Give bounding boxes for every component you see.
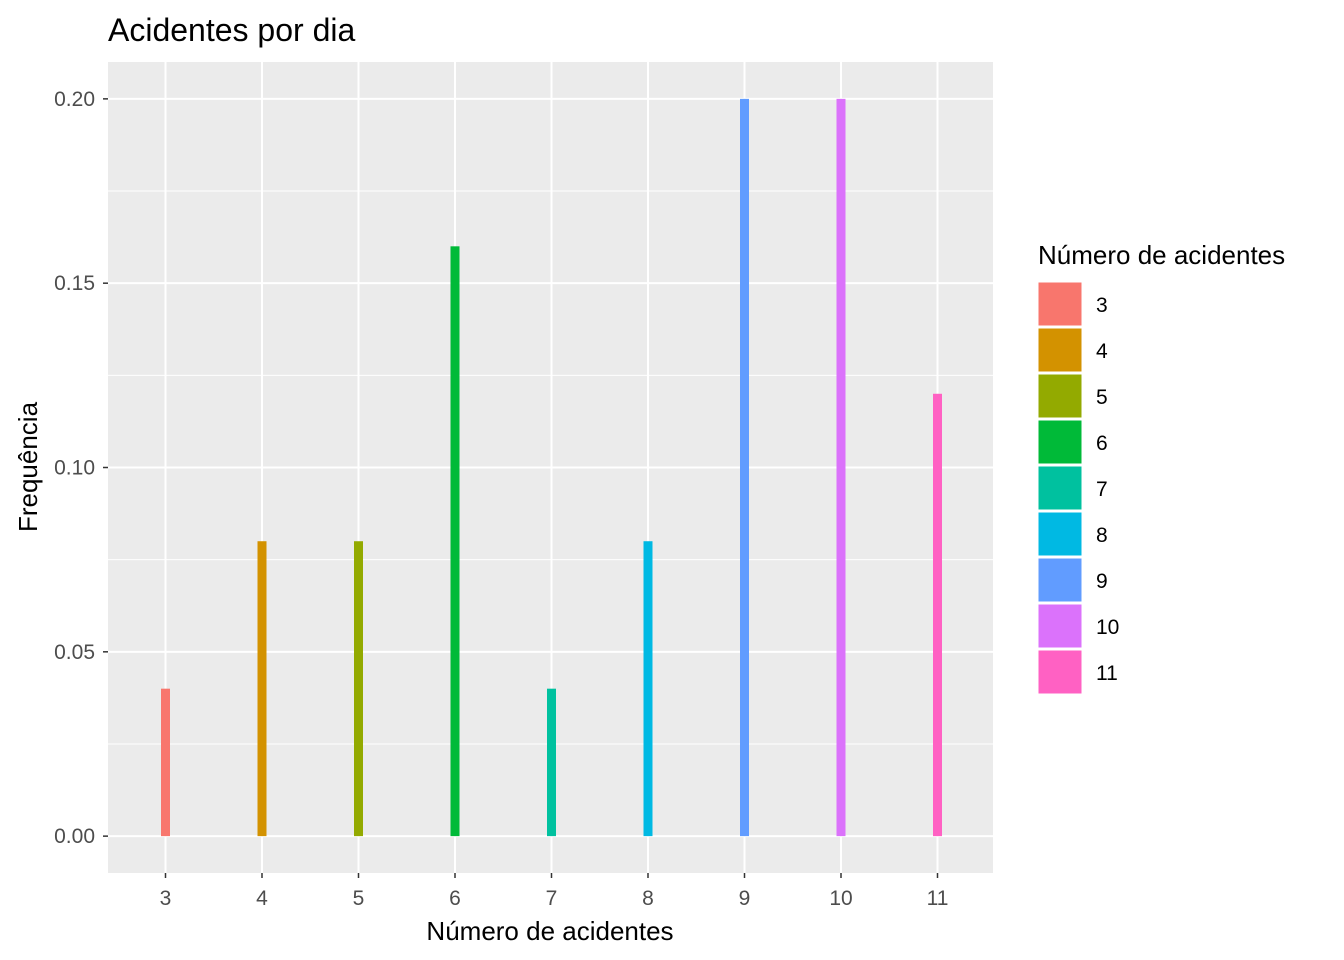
bar-10 — [836, 98, 846, 837]
legend-key-3 — [1037, 281, 1083, 327]
bar-9 — [740, 98, 749, 837]
bar-7 — [547, 688, 556, 837]
x-tick-label: 5 — [353, 887, 365, 910]
x-tick-label: 9 — [739, 887, 751, 910]
legend-key-11 — [1037, 649, 1083, 695]
x-tick-label: 4 — [256, 887, 268, 910]
bar-8 — [643, 541, 653, 837]
y-tick-label: 0.00 — [54, 825, 95, 848]
chart-title: Acidentes por dia — [108, 12, 355, 48]
x-axis: 3 4 5 6 7 8 9 10 11 — [160, 873, 949, 910]
legend-key-5 — [1037, 373, 1083, 419]
legend-title: Número de acidentes — [1038, 240, 1285, 270]
legend-label-10: 10 — [1096, 616, 1119, 639]
x-tick-label: 11 — [927, 887, 949, 910]
x-tick-label: 7 — [546, 887, 558, 910]
legend-label-4: 4 — [1096, 340, 1108, 363]
x-axis-title: Número de acidentes — [426, 916, 673, 946]
legend-key-8 — [1037, 511, 1083, 557]
bar-5 — [354, 541, 363, 837]
legend-label-8: 8 — [1096, 524, 1108, 547]
bars — [161, 98, 942, 837]
legend-label-3: 3 — [1096, 294, 1108, 317]
legend-label-7: 7 — [1096, 478, 1108, 501]
y-tick-label: 0.10 — [54, 457, 95, 480]
y-axis: 0.00 0.05 0.10 0.15 0.20 — [54, 88, 108, 848]
legend-key-6 — [1037, 419, 1083, 465]
x-tick-label: 10 — [829, 887, 852, 910]
legend-items: 3 4 5 6 7 8 9 10 11 — [1037, 281, 1119, 695]
y-tick-label: 0.05 — [54, 641, 95, 664]
bar-3 — [161, 688, 170, 837]
legend: Número de acidentes 3 4 5 6 7 8 9 10 11 — [1037, 240, 1285, 695]
bar-6 — [450, 246, 460, 837]
bar-4 — [257, 541, 267, 837]
legend-label-5: 5 — [1096, 386, 1108, 409]
legend-label-6: 6 — [1096, 432, 1108, 455]
x-tick-label: 3 — [160, 887, 172, 910]
x-tick-label: 8 — [642, 887, 654, 910]
legend-key-7 — [1037, 465, 1083, 511]
legend-key-4 — [1037, 327, 1083, 373]
legend-label-11: 11 — [1096, 662, 1118, 685]
y-axis-title: Frequência — [13, 401, 43, 532]
legend-key-10 — [1037, 603, 1083, 649]
legend-label-9: 9 — [1096, 570, 1108, 593]
y-tick-label: 0.20 — [54, 88, 95, 111]
x-tick-label: 6 — [449, 887, 461, 910]
y-tick-label: 0.15 — [54, 272, 95, 295]
legend-key-9 — [1037, 557, 1083, 603]
bar-11 — [933, 393, 942, 837]
